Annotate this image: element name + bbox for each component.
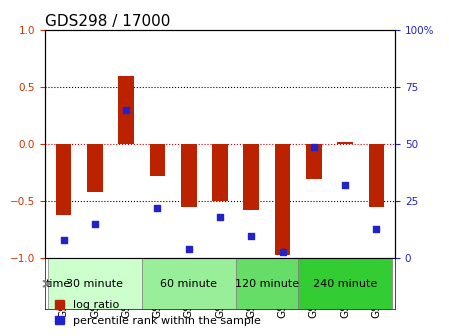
Bar <box>56 144 71 215</box>
Bar <box>298 258 392 309</box>
Text: time: time <box>45 279 71 289</box>
Bar <box>181 144 197 207</box>
Point <box>154 206 161 211</box>
Bar <box>150 144 165 176</box>
Bar <box>142 258 236 309</box>
Point <box>185 247 192 252</box>
Point <box>123 108 130 113</box>
Point <box>279 249 286 254</box>
Bar <box>306 144 321 178</box>
Bar <box>337 142 353 144</box>
Text: GDS298 / 17000: GDS298 / 17000 <box>45 14 170 29</box>
Bar <box>369 144 384 207</box>
Bar <box>236 258 298 309</box>
Point <box>60 238 67 243</box>
Text: 240 minute: 240 minute <box>313 279 377 289</box>
Bar <box>87 144 103 192</box>
Bar <box>119 76 134 144</box>
Bar <box>212 144 228 201</box>
Point <box>342 183 349 188</box>
Point <box>91 221 98 227</box>
Text: 120 minute: 120 minute <box>235 279 299 289</box>
Point <box>310 144 317 149</box>
Legend: log ratio, percentile rank within the sample: log ratio, percentile rank within the sa… <box>50 296 265 330</box>
Text: 30 minute: 30 minute <box>66 279 123 289</box>
Point <box>216 215 224 220</box>
Bar <box>275 144 291 255</box>
Text: 60 minute: 60 minute <box>160 279 217 289</box>
Bar <box>48 258 142 309</box>
Point <box>373 226 380 232</box>
Point <box>248 233 255 238</box>
Bar <box>243 144 259 210</box>
